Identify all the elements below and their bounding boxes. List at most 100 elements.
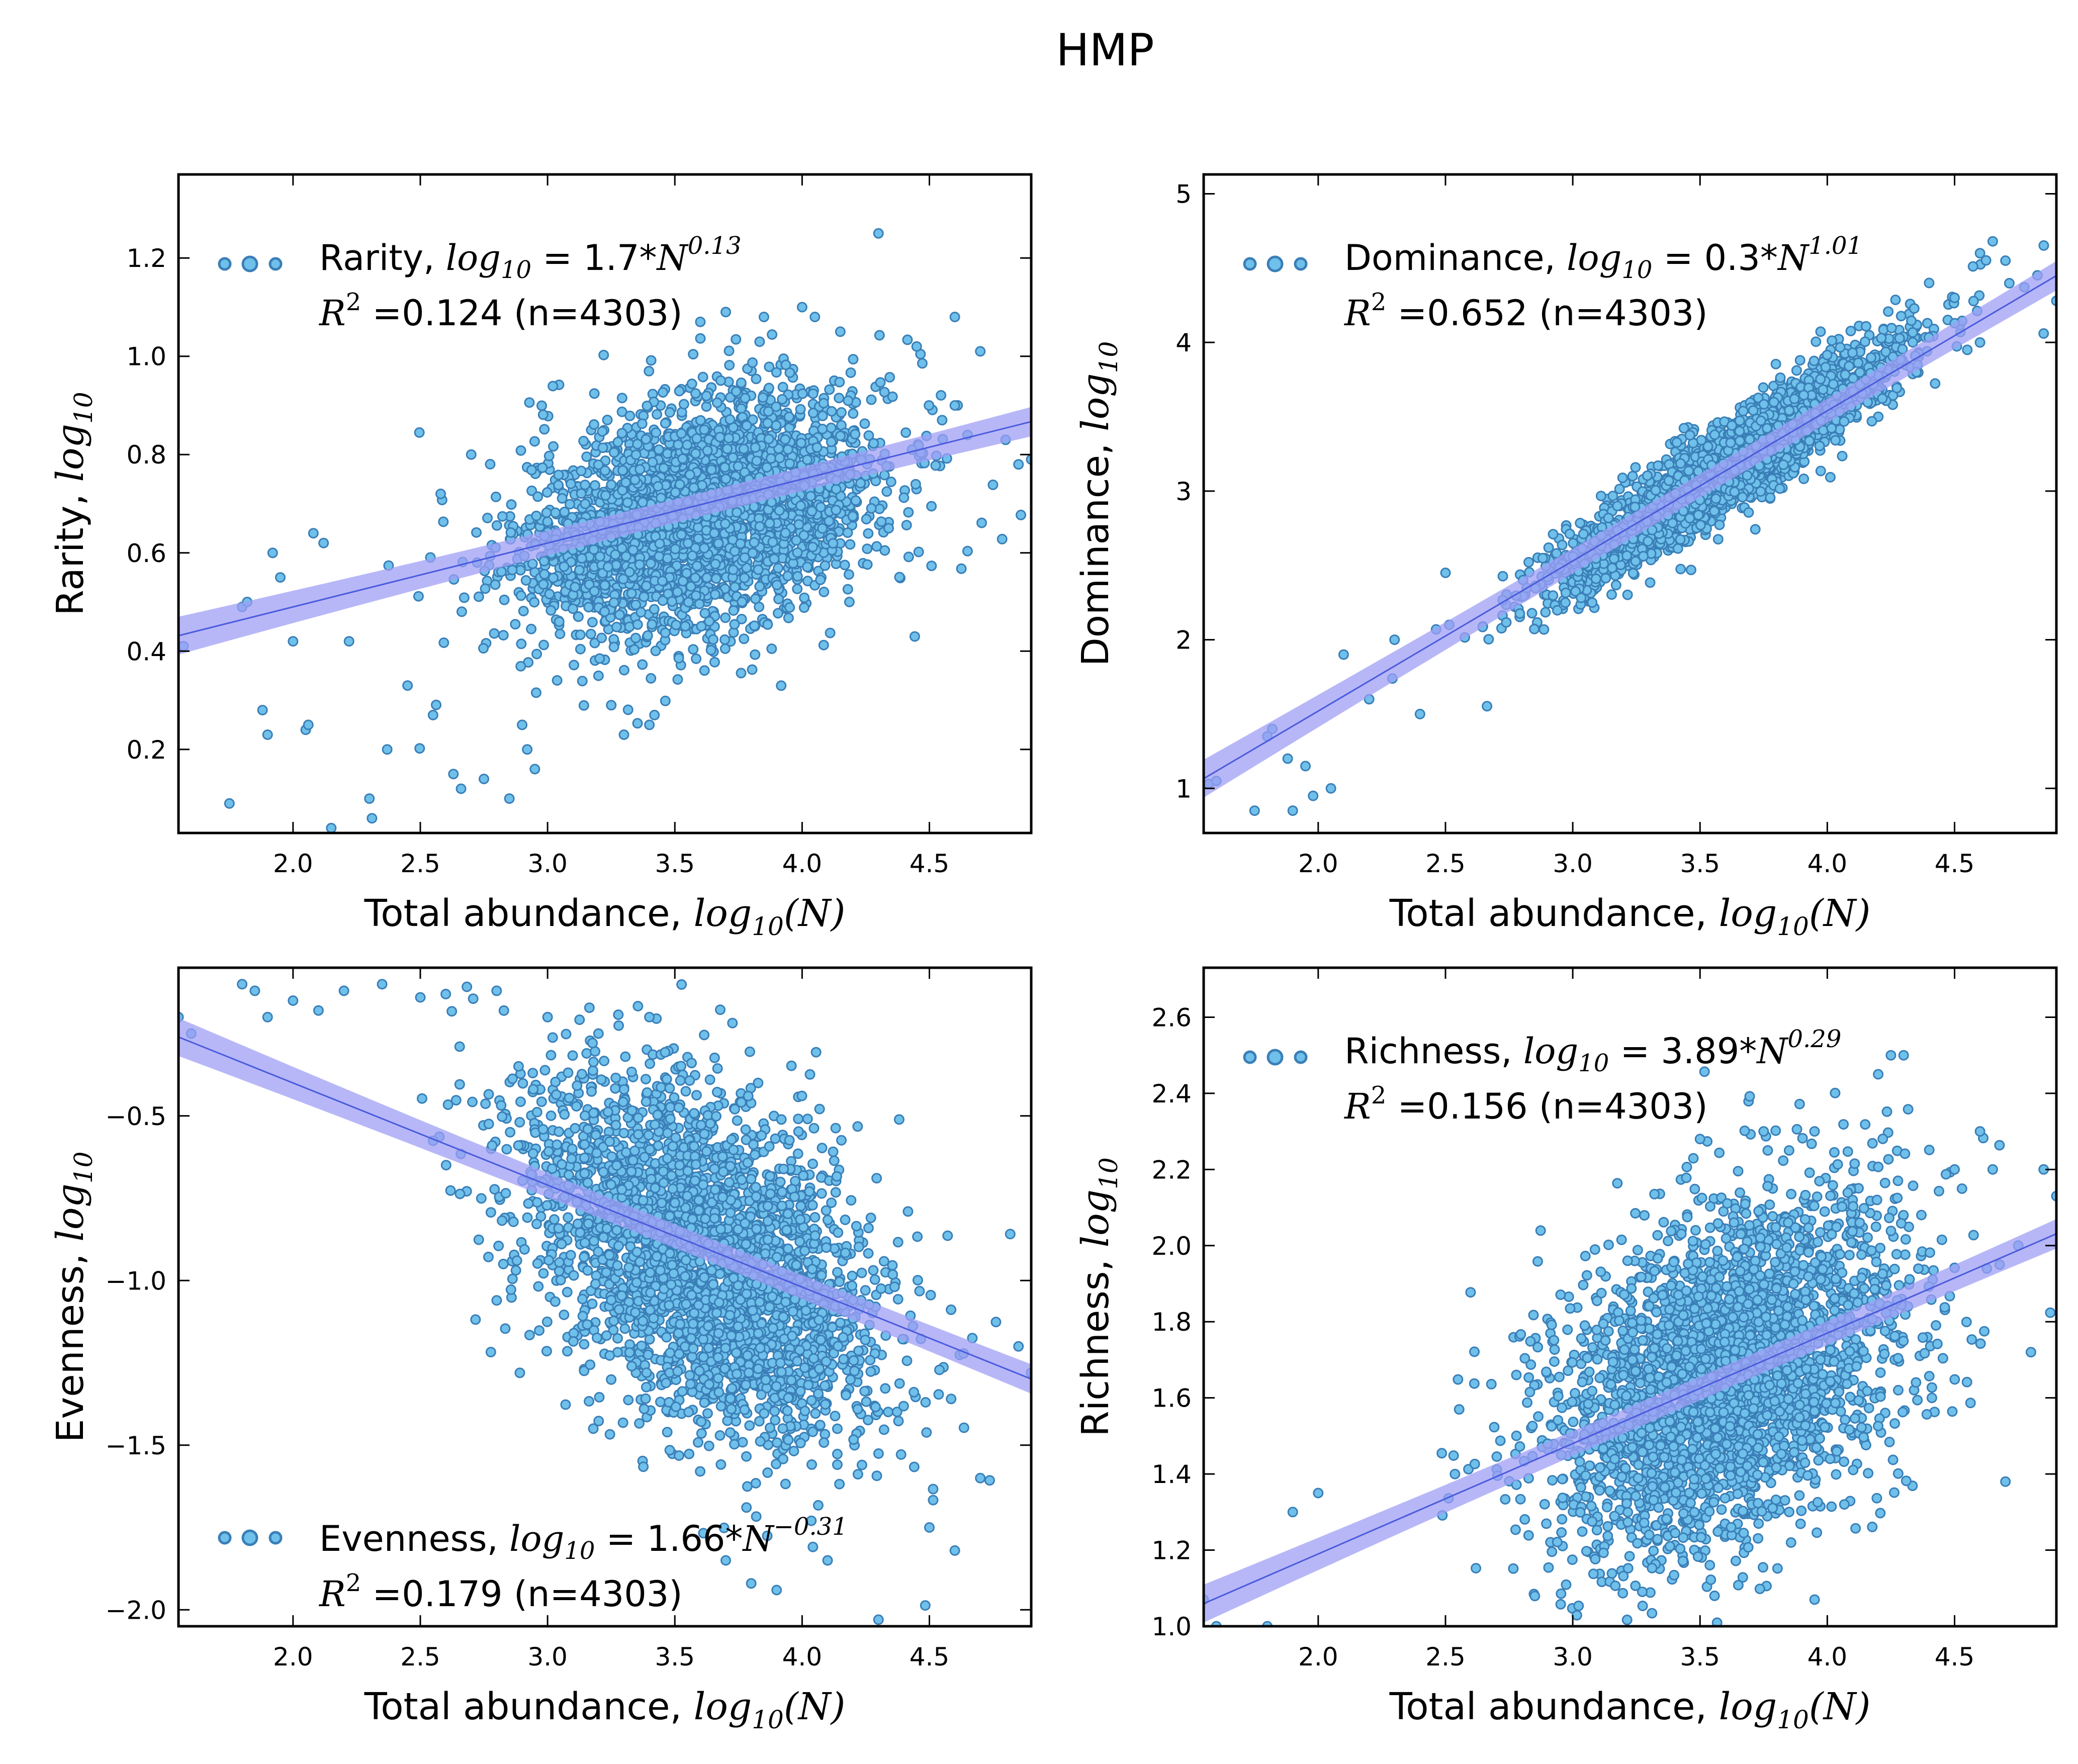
scatter-point [538, 639, 549, 651]
scatter-point [1016, 509, 1026, 520]
scatter-point [976, 517, 987, 528]
scatter-point [762, 418, 773, 429]
scatter-point [784, 602, 795, 613]
scatter-point [1815, 466, 1826, 477]
scatter-point [576, 553, 587, 564]
scatter-point [783, 411, 794, 422]
scatter-point [702, 445, 713, 456]
scatter-point [807, 408, 819, 418]
scatter-point [585, 628, 596, 639]
scatter-point [632, 619, 643, 630]
scatter-point [695, 333, 706, 344]
scatter-point [824, 384, 835, 395]
x-tick-label: 3.0 [527, 849, 568, 878]
scatter-point [662, 553, 673, 564]
y-tick-label: 0.4 [126, 637, 166, 666]
scatter-point [498, 630, 509, 641]
scatter-point [267, 547, 278, 559]
scatter-point [843, 569, 854, 580]
scatter-point [924, 400, 935, 411]
scatter-point [674, 479, 685, 490]
scatter-point [557, 493, 568, 504]
scatter-point [637, 497, 648, 508]
scatter-point [677, 576, 688, 587]
scatter-point [402, 680, 413, 691]
x-tick-label: 4.0 [782, 849, 823, 878]
scatter-point [308, 528, 319, 539]
scatter-point [866, 503, 877, 514]
scatter-point [791, 535, 802, 546]
scatter-point [751, 374, 762, 385]
scatter-point [690, 448, 701, 459]
scatter-point [641, 580, 652, 591]
scatter-point [733, 461, 744, 472]
scatter-point [647, 456, 658, 468]
scatter-point [887, 391, 898, 402]
scatter-point [684, 469, 695, 480]
scatter-point [618, 665, 629, 676]
scatter-point [741, 420, 752, 431]
scatter-point [765, 453, 776, 464]
scatter-point [530, 687, 541, 698]
scatter-point [606, 700, 617, 711]
scatter-point [517, 719, 527, 730]
scatter-point [807, 388, 819, 399]
scatter-point [776, 680, 787, 691]
scatter-point [413, 591, 424, 602]
scatter-point [713, 538, 724, 549]
scatter-point [1540, 607, 1551, 618]
scatter-point [624, 567, 635, 578]
scatter-point [685, 581, 696, 592]
scatter-point [531, 648, 542, 660]
scatter-point [704, 616, 715, 627]
scatter-point [736, 403, 747, 414]
scatter-point [646, 673, 657, 684]
scatter-point [848, 408, 859, 419]
scatter-point [516, 638, 527, 649]
scatter-point [798, 530, 809, 541]
scatter-point [318, 537, 329, 548]
scatter-point [529, 764, 540, 775]
scatter-point [705, 644, 716, 656]
fit-confidence-band [178, 407, 1031, 655]
scatter-point [898, 492, 910, 503]
x-tick-label: 2.5 [400, 849, 440, 878]
scatter-point [720, 612, 731, 623]
scatter-point [616, 406, 627, 417]
scatter-point [593, 670, 604, 681]
scatter-point [626, 588, 637, 599]
scatter-point [894, 572, 905, 583]
scatter-point [580, 480, 591, 490]
scatter-point [949, 312, 960, 322]
scatter-point [620, 551, 631, 562]
scatter-point [589, 419, 599, 430]
scatter-point [901, 520, 912, 531]
scatter-point [568, 603, 578, 614]
scatter-point [367, 813, 378, 824]
scatter-point [736, 614, 747, 624]
plot-area [178, 228, 1031, 833]
scatter-point [903, 551, 914, 563]
scatter-point [589, 586, 600, 597]
scatter-point [731, 334, 742, 345]
scatter-point [438, 637, 449, 648]
scatter-point [600, 490, 611, 501]
scatter-point [507, 565, 518, 576]
scatter-point [750, 649, 761, 660]
scatter-point [729, 619, 740, 630]
scatter-point [720, 474, 732, 485]
scatter-point [459, 592, 470, 603]
scatter-point [818, 398, 829, 409]
scatter-point [548, 441, 559, 452]
scatter-point [735, 538, 746, 549]
scatter-point [709, 589, 720, 600]
scatter-point [576, 488, 587, 499]
y-tick-label: 1.2 [126, 244, 166, 273]
scatter-point [796, 302, 807, 313]
x-axis-label: Total abundance, log10(N) [364, 892, 846, 941]
scatter-point [537, 409, 549, 420]
scatter-point [515, 445, 526, 456]
scatter-point [693, 533, 704, 544]
scatter-point [987, 479, 999, 490]
